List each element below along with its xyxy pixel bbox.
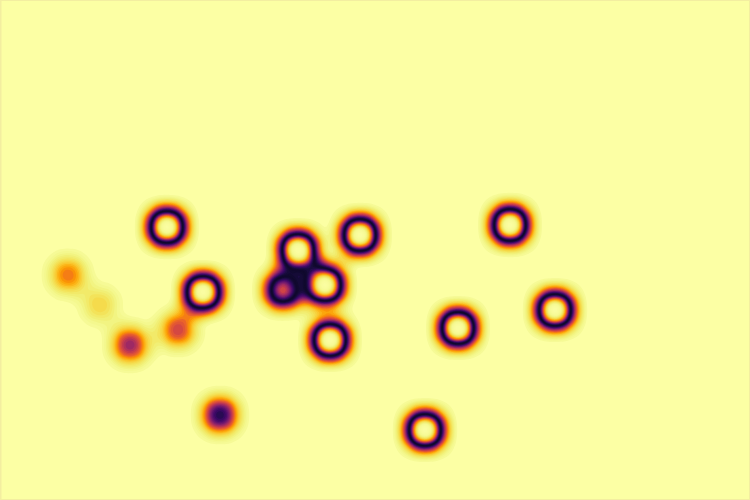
density-contour [156, 214, 567, 442]
density-contour [165, 223, 557, 433]
density-contour [122, 204, 576, 451]
density-contour [156, 214, 566, 441]
density-contour [148, 206, 573, 448]
density-contour [154, 212, 568, 443]
density-contour [150, 208, 571, 446]
density-contour [46, 195, 584, 459]
density-contour [154, 212, 568, 443]
density-contour [148, 206, 574, 449]
density-contour [161, 219, 561, 436]
density-contour [50, 197, 583, 458]
density-contour [153, 210, 570, 444]
density-contour [157, 215, 565, 440]
density-contour [155, 213, 567, 442]
density-contour [158, 216, 564, 439]
density-contour [155, 213, 567, 442]
density-contour [58, 201, 579, 454]
density-contour [153, 211, 569, 444]
density-contour [126, 205, 575, 450]
density-contour [155, 213, 568, 443]
chart [0, 0, 750, 500]
density-contour [153, 211, 569, 444]
density-contour [148, 206, 575, 450]
density-contour [159, 217, 563, 439]
density-contour [158, 216, 563, 438]
density-contour [151, 209, 571, 446]
density-contour [124, 205, 576, 451]
density-contour [42, 193, 588, 462]
density-contour [157, 215, 566, 441]
density-contour [159, 217, 562, 437]
density-contour [121, 204, 577, 452]
density-contour [152, 210, 570, 445]
density-contour [164, 221, 559, 433]
density-contour [160, 218, 562, 437]
density-contour [119, 203, 578, 452]
density-contour [150, 208, 572, 447]
density-contour [156, 214, 565, 440]
density-layer [42, 193, 588, 462]
density-contour [44, 194, 586, 461]
density-contour [152, 210, 570, 445]
density-contour [57, 201, 580, 455]
density-contour [53, 199, 582, 457]
density-contour [51, 198, 582, 457]
density-contour [151, 209, 572, 446]
density-contour [120, 203, 577, 452]
density-contour [158, 215, 565, 439]
density-contour [163, 220, 560, 434]
density-contour [63, 202, 578, 453]
density-contour [54, 199, 581, 455]
density-contour [160, 218, 561, 436]
density-contour [151, 209, 570, 445]
plot-frame [1, 1, 750, 500]
density-contour [149, 207, 573, 448]
density-contour [150, 208, 573, 448]
plot-background [0, 0, 750, 500]
density-contour [154, 211, 569, 443]
density-contour [56, 200, 581, 455]
density-contour [149, 207, 573, 448]
density-contour [60, 202, 578, 454]
density-contour [48, 196, 584, 459]
density-contour [162, 220, 561, 436]
